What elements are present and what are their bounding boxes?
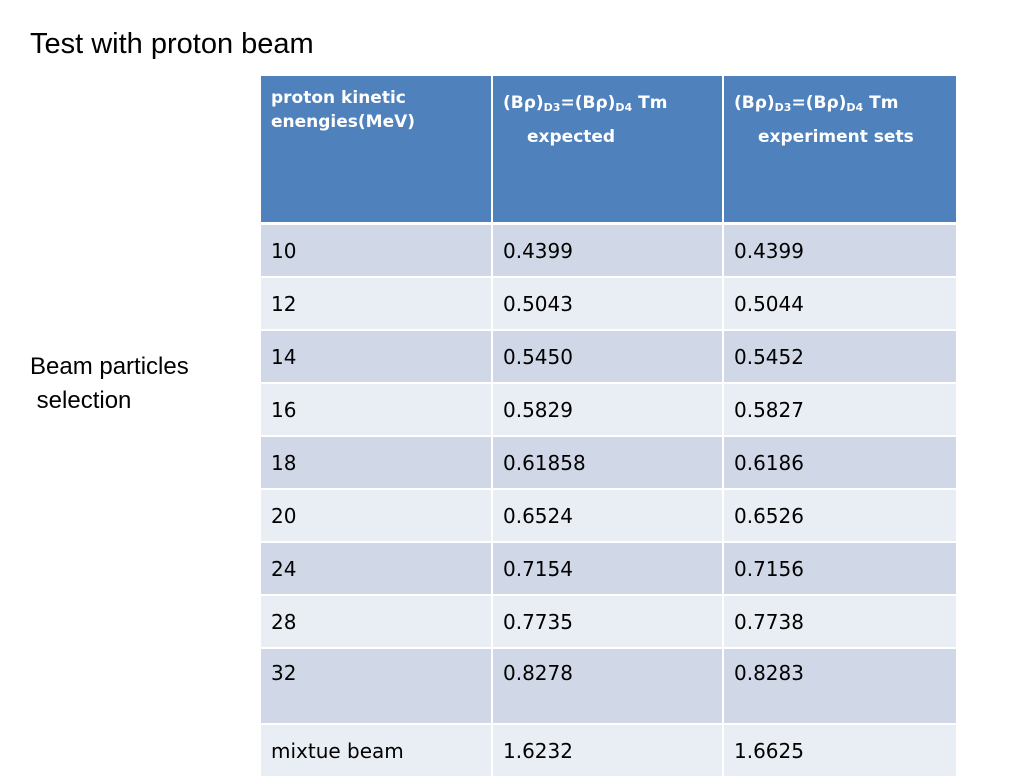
- cell-energy: 12: [261, 277, 493, 331]
- side-label: Beam particles selection: [30, 350, 189, 418]
- cell-energy: 16: [261, 383, 493, 437]
- table-row: 32 0.8278 0.8283: [261, 648, 956, 725]
- subscript-d4: D4: [615, 101, 633, 114]
- cell-experiment: 0.5452: [723, 330, 956, 384]
- cell-energy: 32: [261, 648, 493, 725]
- cell-experiment: 0.4399: [723, 223, 956, 278]
- cell-experiment: 0.6186: [723, 436, 956, 490]
- cell-experiment: 0.7156: [723, 542, 956, 596]
- cell-expected: 0.7154: [492, 542, 724, 596]
- header-expected-line-1: (Bρ)D3=(Bρ)D4 Tm: [503, 86, 712, 120]
- cell-energy: 28: [261, 595, 493, 649]
- cell-expected: 0.6524: [492, 489, 724, 543]
- cell-experiment: 0.5827: [723, 383, 956, 437]
- table-row: 10 0.4399 0.4399: [261, 223, 956, 278]
- cell-expected: 0.7735: [492, 595, 724, 649]
- header-expected-line-2: expected: [527, 127, 616, 147]
- cell-expected: 0.5450: [492, 330, 724, 384]
- unit-label: Tm: [632, 93, 668, 113]
- table-row: 14 0.5450 0.5452: [261, 330, 956, 384]
- cell-energy: 20: [261, 489, 493, 543]
- header-energy: proton kinetic enengies(MeV): [261, 76, 493, 225]
- slide-title: Test with proton beam: [30, 28, 314, 60]
- cell-expected: 0.5043: [492, 277, 724, 331]
- equals-br-symbol: =(Bρ): [560, 93, 616, 113]
- header-energy-line-2: enengies(MeV): [271, 112, 416, 132]
- cell-experiment: 0.8283: [723, 648, 956, 725]
- side-label-line-1: Beam particles: [30, 353, 189, 380]
- cell-expected: 0.4399: [492, 223, 724, 278]
- header-energy-line-1: proton kinetic: [271, 88, 406, 108]
- cell-expected: 0.5829: [492, 383, 724, 437]
- br-symbol: (Bρ): [734, 93, 775, 113]
- subscript-d3: D3: [774, 101, 792, 114]
- table-row: 24 0.7154 0.7156: [261, 542, 956, 596]
- subscript-d3: D3: [543, 101, 561, 114]
- cell-experiment: 0.6526: [723, 489, 956, 543]
- cell-experiment: 1.6625: [723, 724, 956, 778]
- table-row: 28 0.7735 0.7738: [261, 595, 956, 649]
- table-row: 20 0.6524 0.6526: [261, 489, 956, 543]
- cell-energy: mixtue beam: [261, 724, 493, 778]
- data-table: proton kinetic enengies(MeV) (Bρ)D3=(Bρ)…: [261, 76, 956, 778]
- unit-label: Tm: [863, 93, 899, 113]
- cell-experiment: 0.5044: [723, 277, 956, 331]
- table-row: 16 0.5829 0.5827: [261, 383, 956, 437]
- cell-expected: 0.61858: [492, 436, 724, 490]
- table-row: 18 0.61858 0.6186: [261, 436, 956, 490]
- header-experiment-line-2: experiment sets: [758, 127, 914, 147]
- equals-br-symbol: =(Bρ): [791, 93, 847, 113]
- cell-expected: 0.8278: [492, 648, 724, 725]
- cell-energy: 14: [261, 330, 493, 384]
- header-experiment: (Bρ)D3=(Bρ)D4 Tm experiment sets: [723, 76, 956, 225]
- cell-expected: 1.6232: [492, 724, 724, 778]
- cell-energy: 18: [261, 436, 493, 490]
- subscript-d4: D4: [846, 101, 864, 114]
- header-experiment-line-1: (Bρ)D3=(Bρ)D4 Tm: [734, 86, 946, 120]
- side-label-line-2: selection: [30, 387, 132, 414]
- table-header-row: proton kinetic enengies(MeV) (Bρ)D3=(Bρ)…: [261, 76, 956, 225]
- table-row: mixtue beam 1.6232 1.6625: [261, 724, 956, 778]
- cell-energy: 10: [261, 223, 493, 278]
- br-symbol: (Bρ): [503, 93, 544, 113]
- header-expected: (Bρ)D3=(Bρ)D4 Tm expected: [492, 76, 724, 225]
- table-row: 12 0.5043 0.5044: [261, 277, 956, 331]
- cell-experiment: 0.7738: [723, 595, 956, 649]
- cell-energy: 24: [261, 542, 493, 596]
